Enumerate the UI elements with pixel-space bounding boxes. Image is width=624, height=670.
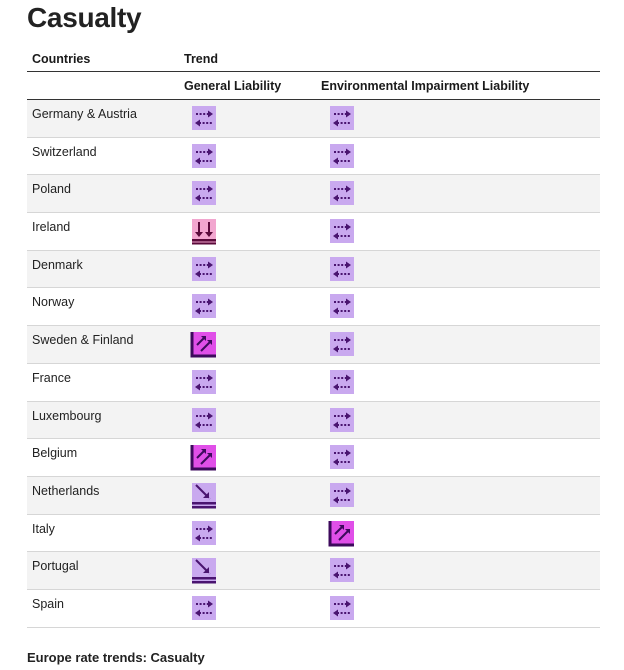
stable-trend-icon (328, 594, 356, 622)
slight-decrease-trend-icon (190, 481, 218, 509)
stable-trend-icon (190, 519, 218, 547)
country-name: Netherlands (32, 483, 100, 498)
country-name: Spain (32, 596, 64, 611)
stable-trend-icon (328, 556, 356, 584)
stable-trend-icon (328, 217, 356, 245)
country-name: Switzerland (32, 144, 97, 159)
table-row: Italy (27, 515, 600, 553)
country-name: Denmark (32, 257, 83, 272)
stable-trend-icon (328, 142, 356, 170)
table-row: Ireland (27, 213, 600, 251)
stable-trend-icon (190, 368, 218, 396)
rate-trend-table: Germany & Austria Switzerland Poland Irelan… (27, 100, 600, 628)
stable-trend-icon (328, 255, 356, 283)
country-name: Sweden & Finland (32, 333, 134, 348)
table-row: Portugal (27, 552, 600, 590)
country-name: Poland (32, 182, 71, 197)
country-name: Germany & Austria (32, 107, 137, 121)
country-name: France (32, 370, 71, 385)
decrease-trend-icon (190, 217, 218, 245)
stable-trend-icon (328, 330, 356, 358)
table-row: Norway (27, 288, 600, 327)
table-row: France (27, 364, 600, 402)
stable-trend-icon (190, 255, 218, 283)
general-liability-header: General Liability (184, 79, 282, 93)
table-row: Netherlands (27, 476, 600, 515)
table-row: Sweden & Finland (27, 326, 600, 364)
table-header-row: Countries Trend (27, 46, 600, 72)
stable-trend-icon (328, 292, 356, 320)
country-name: Luxembourg (32, 408, 102, 423)
country-name: Portugal (32, 559, 79, 574)
table-row: Denmark (27, 250, 600, 289)
stable-trend-icon (328, 368, 356, 396)
caption: Europe rate trends: Casualty (27, 650, 205, 665)
stable-trend-icon (328, 443, 356, 471)
stable-trend-icon (328, 179, 356, 207)
table-row: Belgium (27, 439, 600, 477)
country-name: Belgium (32, 446, 78, 461)
table-row: Poland (27, 175, 600, 214)
increase-trend-icon (328, 519, 356, 547)
increase-trend-icon (190, 443, 218, 471)
stable-trend-icon (328, 481, 356, 509)
stable-trend-icon (328, 104, 356, 132)
increase-trend-icon (190, 330, 218, 358)
stable-trend-icon (190, 104, 218, 132)
environmental-impairment-liability-header: Environmental Impairment Liability (321, 79, 530, 93)
slight-decrease-trend-icon (190, 556, 218, 584)
country-name: Norway (32, 295, 75, 310)
stable-trend-icon (190, 179, 218, 207)
stable-trend-icon (190, 406, 218, 434)
page-title: Casualty (27, 2, 142, 33)
table-row: Germany & Austria (27, 100, 600, 138)
table-row: Spain (27, 590, 600, 628)
table-row: Luxembourg (27, 401, 600, 440)
trend-header: Trend (184, 52, 219, 66)
country-name: Ireland (32, 220, 71, 235)
table-subheader-row: General Liability Environmental Impairme… (27, 72, 600, 100)
stable-trend-icon (190, 594, 218, 622)
countries-header: Countries (32, 52, 91, 66)
stable-trend-icon (190, 142, 218, 170)
stable-trend-icon (328, 406, 356, 434)
stable-trend-icon (190, 292, 218, 320)
table-row: Switzerland (27, 138, 600, 176)
country-name: Italy (32, 521, 55, 536)
